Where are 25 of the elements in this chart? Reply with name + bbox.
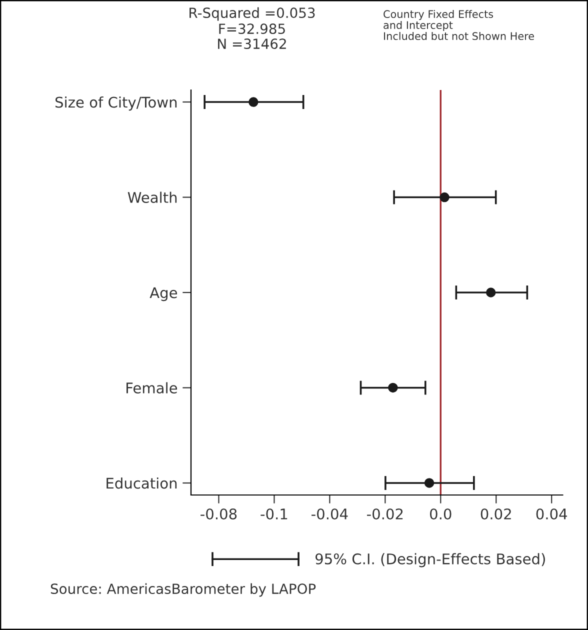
text: and Intercept <box>384 20 453 32</box>
text: Country Fixed Effects <box>384 10 494 20</box>
x-tick-label: -0.04 <box>312 508 348 520</box>
legend-label: 95% C.I. (Design-Effects Based) <box>316 553 545 568</box>
text: F=32.985 <box>219 24 285 34</box>
point <box>388 382 398 393</box>
y-tick-label: Female <box>126 382 178 394</box>
point <box>440 192 450 202</box>
text: N =31462 <box>218 38 286 50</box>
x-tick-label: 0.0 <box>430 508 452 520</box>
x-tick-label: -0.02 <box>367 508 403 520</box>
point <box>424 478 434 488</box>
y-tick-label: Wealth <box>128 192 177 203</box>
text: R-Squared =0.053 <box>190 7 315 21</box>
y-tick-label: Age <box>150 287 178 302</box>
point <box>248 97 258 107</box>
x-tick-label: 0.04 <box>536 508 568 520</box>
point <box>486 288 496 298</box>
text: Included but not Shown Here <box>384 32 534 40</box>
y-tick-label: Education <box>106 477 177 489</box>
y-tick-label: Size of City/Town <box>55 96 177 111</box>
source-note: Source: AmericasBarometer by LAPOP <box>50 583 316 597</box>
x-tick-label: -0.1 <box>260 508 288 520</box>
x-tick-label: 0.02 <box>480 508 511 520</box>
x-tick-label: -0.08 <box>200 508 237 520</box>
